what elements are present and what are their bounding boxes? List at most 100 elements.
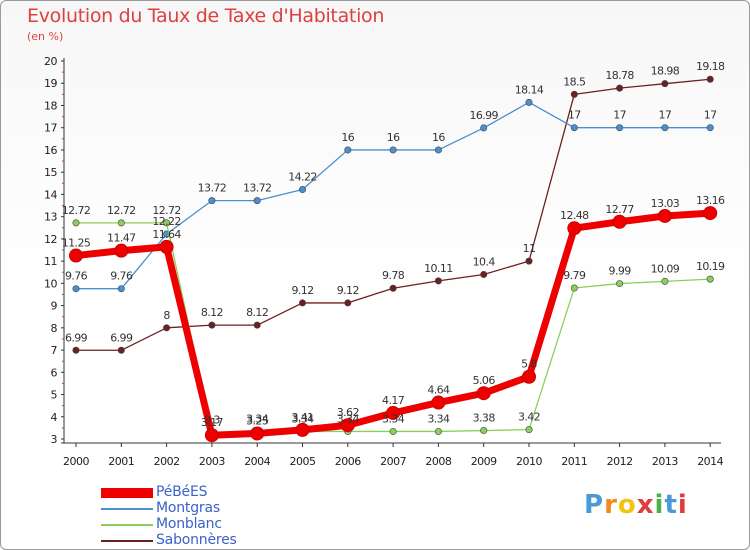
data-label-monblanc: 12.72: [152, 204, 181, 217]
data-label-sabonneres: 18.78: [605, 69, 634, 82]
data-point-montgras: [525, 98, 533, 106]
data-label-sabonneres: 18.5: [563, 75, 586, 88]
data-point-montgras: [661, 124, 669, 132]
x-tick-label: 2002: [154, 455, 180, 468]
legend-swatch-montgras: [101, 508, 153, 510]
data-point-monblanc: [389, 427, 397, 435]
data-label-montgras: 17: [568, 109, 581, 122]
y-tick-label: 7: [51, 344, 58, 357]
data-point-monblanc: [616, 280, 624, 288]
x-tick-label: 2010: [516, 455, 542, 468]
data-point-montgras: [480, 124, 488, 132]
data-label-montgras: 9.76: [110, 270, 133, 283]
data-label-sabonneres: 6.99: [65, 331, 88, 344]
legend-label-monblanc: Monblanc: [156, 516, 222, 532]
data-point-montgras: [72, 285, 80, 293]
data-point-montgras: [389, 146, 397, 154]
data-label-montgras: 16: [432, 131, 445, 144]
data-point-monblanc: [117, 219, 125, 227]
data-point-sabonneres: [344, 299, 352, 307]
data-point-pebees: [476, 386, 491, 401]
axes: 3 4 5 6 7 8 9 10 11 12 13 14 15 16 17 18 19 20 2000 2001 200…: [44, 55, 724, 468]
data-label-pebees: 12.77: [605, 203, 634, 216]
logo-letter: r: [604, 490, 618, 520]
series-montgras: [72, 98, 714, 293]
data-label-sabonneres: 8.12: [246, 306, 268, 319]
data-point-pebees: [612, 214, 627, 229]
data-point-monblanc: [163, 219, 171, 227]
data-label-pebees: 11.64: [152, 228, 181, 241]
data-label-pebees: 3.25: [246, 414, 269, 427]
data-point-monblanc: [706, 275, 714, 283]
logo-letter: i: [677, 490, 688, 520]
data-point-monblanc: [525, 426, 533, 434]
logo-letter: t: [664, 490, 678, 520]
data-label-montgras: 14.22: [288, 171, 317, 184]
y-tick-label: 5: [51, 389, 58, 402]
y-tick-label: 3: [51, 433, 58, 446]
data-label-sabonneres: 10.4: [473, 255, 496, 268]
data-label-sabonneres: 10.11: [424, 262, 453, 275]
y-tick-label: 18: [44, 99, 57, 112]
data-label-pebees: 13.16: [696, 194, 725, 207]
data-point-montgras: [208, 197, 216, 205]
data-label-monblanc: 9.99: [609, 265, 632, 278]
data-label-montgras: 13.72: [243, 182, 272, 195]
data-label-monblanc: 3.34: [427, 412, 450, 425]
x-tick-label: 2009: [471, 455, 497, 468]
data-point-pebees: [159, 239, 174, 254]
data-point-pebees: [386, 405, 401, 420]
data-label-montgras: 17: [704, 109, 717, 122]
data-label-monblanc: 12.72: [62, 204, 91, 217]
logo-letter: o: [617, 490, 637, 520]
data-label-sabonneres: 8: [163, 309, 170, 322]
data-label-monblanc: 3.34: [291, 412, 314, 425]
data-label-montgras: 18.14: [515, 83, 544, 96]
y-tick-label: 6: [51, 366, 58, 379]
series-sabonneres: [72, 75, 714, 354]
series-monblanc: [72, 219, 714, 436]
y-tick-label: 11: [44, 255, 57, 268]
data-point-pebees: [340, 418, 355, 433]
data-point-pebees: [567, 221, 582, 236]
data-label-montgras: 9.76: [65, 270, 88, 283]
x-tick-label: 2007: [380, 455, 406, 468]
data-point-pebees: [114, 243, 129, 258]
data-point-sabonneres: [480, 270, 488, 278]
data-label-sabonneres: 8.12: [201, 306, 223, 319]
y-tick-label: 14: [44, 188, 57, 201]
data-label-sabonneres: 18.98: [651, 65, 680, 78]
data-point-montgras: [616, 124, 624, 132]
data-label-montgras: 13.72: [198, 182, 227, 195]
data-label-pebees: 5.06: [473, 374, 496, 387]
data-point-monblanc: [480, 427, 488, 435]
data-labels: 6.99 6.99 8 8.12 8.12 9.12 9.12 9.78 10.11 10.4 11…: [62, 60, 726, 429]
data-label-monblanc: 3.3: [204, 413, 220, 426]
data-point-sabonneres: [525, 257, 533, 265]
data-point-sabonneres: [117, 346, 125, 354]
data-label-sabonneres: 9.78: [382, 269, 405, 282]
series-pebees: [69, 206, 718, 443]
data-point-pebees: [69, 248, 83, 263]
x-tick-label: 2013: [652, 455, 678, 468]
data-point-pebees: [204, 428, 219, 443]
legend-item-pebees: PéBéES: [101, 484, 321, 502]
data-point-montgras: [434, 146, 442, 154]
data-point-montgras: [570, 124, 578, 132]
data-point-pebees: [250, 426, 265, 441]
data-point-sabonneres: [389, 284, 397, 292]
data-point-pebees: [703, 206, 718, 221]
legend-label-pebees: PéBéES: [156, 484, 208, 500]
data-label-sabonneres: 9.12: [291, 284, 313, 297]
data-label-monblanc: 10.19: [696, 260, 725, 273]
data-point-montgras: [298, 186, 306, 194]
data-point-monblanc: [434, 427, 442, 435]
data-label-monblanc: 12.72: [107, 204, 136, 217]
legend-label-montgras: Montgras: [156, 500, 220, 516]
x-tick-label: 2005: [290, 455, 316, 468]
data-point-monblanc: [72, 219, 80, 227]
y-tick-label: 12: [44, 233, 57, 246]
y-tick-label: 20: [44, 55, 57, 68]
data-label-pebees: 5.8: [521, 358, 537, 371]
